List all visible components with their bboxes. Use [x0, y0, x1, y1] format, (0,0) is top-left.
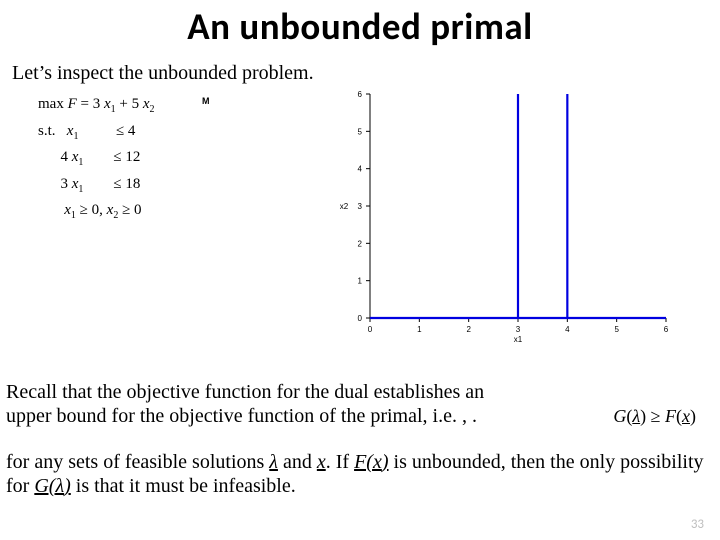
math-text: ≤ 12: [87, 149, 140, 165]
math-text: ≤ 18: [87, 176, 140, 192]
svg-text:0: 0: [368, 325, 373, 334]
text: λ: [55, 475, 64, 497]
text: for any sets of feasible solutions: [6, 451, 269, 473]
text: F(: [354, 451, 373, 473]
math-text: 4: [38, 149, 68, 165]
math-sub: 1: [73, 131, 78, 142]
math-text: F: [68, 96, 77, 112]
math-text: s.t.: [38, 123, 63, 139]
for-any-paragraph: for any sets of feasible solutions λ and…: [6, 450, 708, 499]
svg-text:3: 3: [358, 202, 363, 211]
forany-line-1: for any sets of feasible solutions λ and…: [6, 451, 511, 473]
math-sub: 1: [71, 210, 76, 221]
slide-title: An unbounded primal: [0, 4, 720, 49]
math-text: λ: [632, 406, 640, 426]
text: x: [373, 451, 382, 473]
math-text: x: [104, 96, 111, 112]
math-text: ): [690, 406, 696, 426]
text: λ: [269, 451, 278, 473]
inequality-expression: G(λ) ≥ F(x): [613, 406, 696, 427]
text: is unbounded,: [389, 451, 506, 473]
recall-line-1: Recall that the objective function for t…: [6, 380, 708, 404]
svg-text:3: 3: [516, 325, 521, 334]
math-text: x: [143, 96, 150, 112]
svg-text:6: 6: [664, 325, 669, 334]
text: is that it must be infeasible.: [71, 475, 296, 497]
math-sub: 2: [113, 210, 118, 221]
math-line-3: 4 x1 ≤ 12: [38, 145, 155, 172]
svg-text:4: 4: [565, 325, 570, 334]
svg-text:2: 2: [358, 239, 363, 248]
math-text: + 5: [119, 96, 139, 112]
svg-text:5: 5: [614, 325, 619, 334]
text: G(: [34, 475, 55, 497]
math-text: [38, 202, 61, 218]
math-line-4: 3 x1 ≤ 18: [38, 172, 155, 199]
m-label: M: [202, 96, 210, 106]
slide-subtitle: Let’s inspect the unbounded problem.: [12, 62, 314, 85]
math-text: = 3: [81, 96, 101, 112]
svg-text:x1: x1: [514, 335, 523, 344]
text: x: [317, 451, 326, 473]
math-text: x: [64, 202, 71, 218]
math-line-1: max F = 3 x1 + 5 x2: [38, 92, 155, 119]
math-line-2: s.t. x1 ≤ 4: [38, 119, 155, 146]
math-block: max F = 3 x1 + 5 x2 s.t. x1 ≤ 4 4 x1 ≤ 1…: [38, 92, 155, 225]
svg-text:5: 5: [358, 127, 363, 136]
svg-text:0: 0: [358, 314, 363, 323]
text: and: [278, 451, 317, 473]
math-text: x: [682, 406, 690, 426]
svg-text:4: 4: [358, 165, 363, 174]
slide: An unbounded primal Let’s inspect the un…: [0, 0, 720, 540]
text: ): [64, 475, 71, 497]
math-text: 3: [38, 176, 68, 192]
text: ): [382, 451, 389, 473]
math-line-5: x1 ≥ 0, x2 ≥ 0: [38, 198, 155, 225]
math-sub: 1: [78, 157, 83, 168]
recall-paragraph: Recall that the objective function for t…: [6, 380, 708, 429]
math-text: ≥ 0,: [80, 202, 107, 218]
text: . If: [326, 451, 354, 473]
page-number: 33: [691, 517, 704, 532]
svg-text:6: 6: [358, 90, 363, 99]
chart: 0 1 2 3 4 5 6 0 1 2 3 4 5 6 x1 x2: [330, 88, 672, 346]
svg-text:1: 1: [358, 277, 363, 286]
math-text: F: [665, 406, 676, 426]
recall-line-2: upper bound for the objective function o…: [6, 404, 708, 428]
math-text: ≥ 0: [122, 202, 141, 218]
math-text: G: [613, 406, 626, 426]
math-text: max: [38, 96, 64, 112]
svg-text:1: 1: [417, 325, 422, 334]
math-text: ) ≥: [640, 406, 665, 426]
math-sub: 1: [78, 184, 83, 195]
math-sub: 2: [150, 104, 155, 115]
math-text: ≤ 4: [82, 123, 135, 139]
svg-text:2: 2: [466, 325, 471, 334]
svg-text:x2: x2: [340, 202, 349, 211]
math-sub: 1: [111, 104, 116, 115]
